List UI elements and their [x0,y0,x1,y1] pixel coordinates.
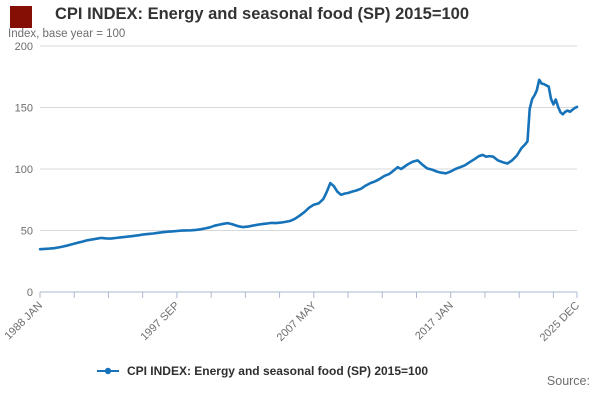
red-square-logo [10,6,32,28]
x-axis-tick-label: 2025 DEC [538,300,582,344]
legend-series-label: CPI INDEX: Energy and seasonal food (SP)… [126,364,429,378]
y-axis-tick-label: 100 [15,164,33,176]
y-axis-tick-label: 50 [21,226,33,238]
x-axis-tick-label: 1997 SEP [139,300,183,344]
y-axis-tick-label: 200 [15,41,33,53]
y-axis-tick-label: 0 [27,287,33,299]
x-axis-tick-label: 1988 JAN [2,300,45,343]
chart-title: CPI INDEX: Energy and seasonal food (SP)… [54,5,470,23]
line-chart-plot-area: 0 50 100 150 200 1988 JAN 1997 SEP 2007 MAY 2017… [2,41,582,344]
chart-legend: CPI INDEX: Energy and seasonal food (SP)… [0,362,524,380]
y-axis-tick-label: 150 [15,103,33,115]
legend-line-marker-icon [96,367,119,375]
x-axis-tick-label: 2017 JAN [413,300,456,343]
y-axis-unit-label: Index, base year = 100 [8,28,126,40]
x-axis-tick-label: 2007 MAY [275,299,320,344]
source-label: Source: [546,374,590,388]
series-line [38,78,579,251]
